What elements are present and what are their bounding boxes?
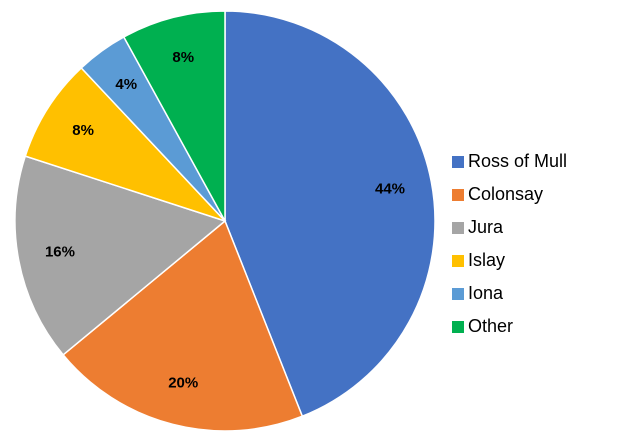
legend-label: Ross of Mull (468, 151, 567, 171)
legend-swatch (452, 156, 464, 168)
data-label: 8% (72, 122, 94, 139)
pie-slice (14, 155, 227, 356)
legend-label: Colonsay (468, 184, 543, 204)
data-label: 8% (172, 49, 194, 66)
data-label: 16% (45, 243, 75, 260)
legend-label: Jura (468, 217, 504, 237)
data-label: 20% (168, 375, 198, 392)
legend-label: Islay (468, 250, 505, 270)
legend-swatch (452, 189, 464, 201)
legend-swatch (452, 288, 464, 300)
legend-swatch (452, 321, 464, 333)
data-label: 44% (375, 180, 405, 197)
pie-slice (62, 219, 304, 432)
pie-slice (224, 10, 436, 418)
pie-slice (24, 66, 226, 222)
legend-label: Other (468, 316, 513, 336)
data-label: 4% (115, 76, 137, 93)
pie-slice (122, 10, 226, 222)
legend-swatch (452, 222, 464, 234)
legend-label: Iona (468, 283, 504, 303)
legend-swatch (452, 255, 464, 267)
